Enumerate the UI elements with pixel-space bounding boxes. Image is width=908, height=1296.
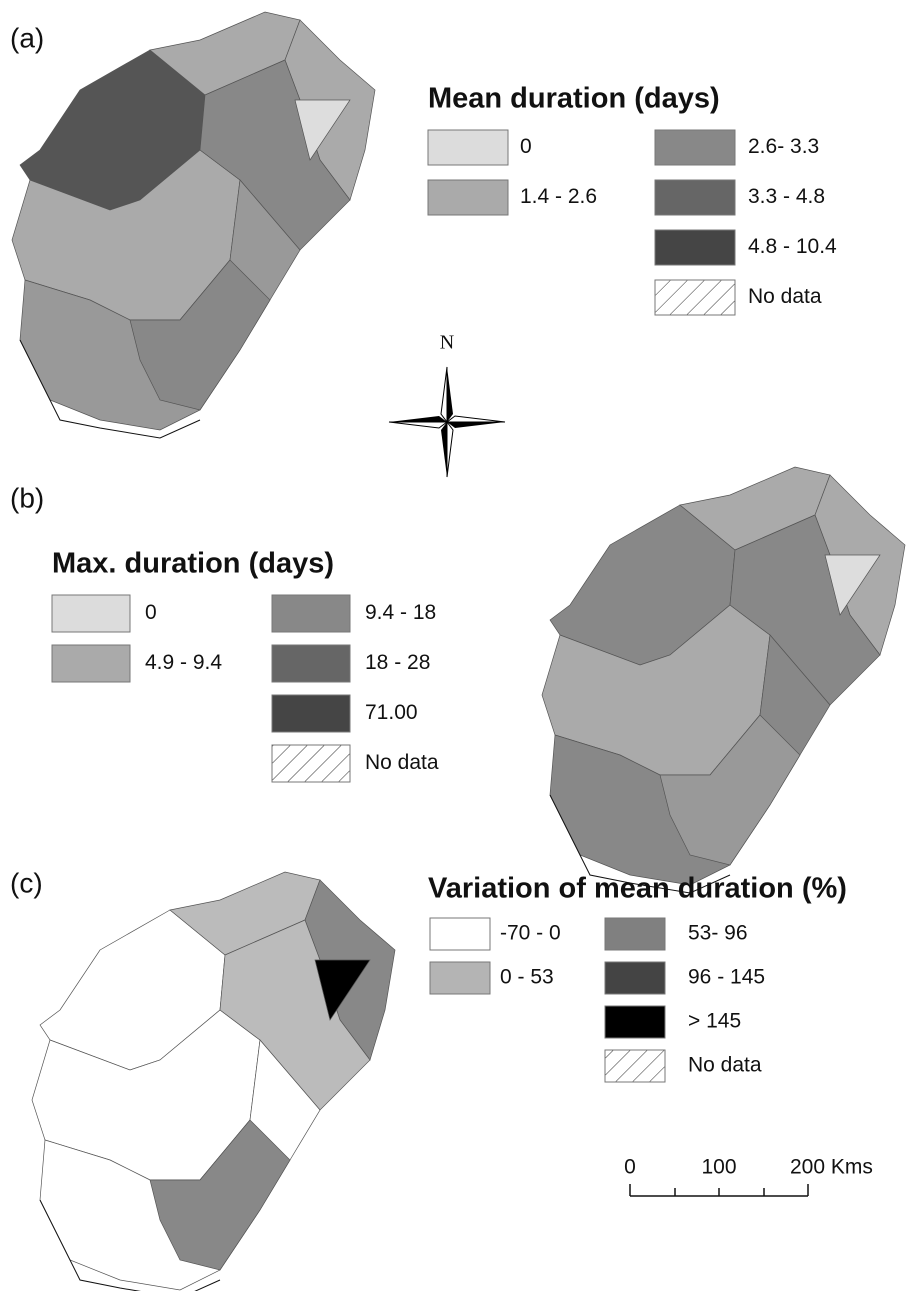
- scale-label: 0: [624, 1156, 636, 1179]
- legend-label: 0: [145, 601, 157, 624]
- map-region: [129, 259, 271, 411]
- legend-swatch: [429, 917, 491, 951]
- map-region: [149, 1119, 291, 1271]
- legend-swatch: [604, 1049, 666, 1083]
- map-region: [659, 714, 801, 866]
- legend-swatch: [51, 594, 131, 633]
- north-label: N: [440, 332, 454, 354]
- scale-label: 100: [701, 1156, 736, 1179]
- panel-label: (b): [10, 482, 44, 513]
- map: [31, 871, 396, 1296]
- scale-bar: [629, 1184, 809, 1197]
- legend-swatch: [429, 961, 491, 995]
- legend-swatch: [654, 279, 736, 316]
- panel-label: (c): [10, 867, 43, 898]
- legend-swatch: [271, 694, 351, 733]
- legend-label: No data: [688, 1054, 762, 1077]
- map-region: [314, 959, 371, 1021]
- map: [11, 11, 376, 439]
- legend-swatch: [604, 961, 666, 995]
- legend-label: 18 - 28: [365, 651, 430, 674]
- map-region: [294, 99, 351, 161]
- legend-swatch: [654, 179, 736, 216]
- legend-label: 4.9 - 9.4: [145, 651, 222, 674]
- scale-label: 200 Kms: [790, 1156, 873, 1179]
- legend-label: -70 - 0: [500, 922, 561, 945]
- legend-label: 0 - 53: [500, 966, 554, 989]
- legend-title: Mean duration (days): [428, 83, 720, 115]
- legend-swatch: [654, 129, 736, 166]
- legend-title: Max. duration (days): [52, 548, 334, 580]
- map: [541, 466, 906, 894]
- legend-label: 53- 96: [688, 922, 748, 945]
- legend-swatch: [427, 179, 509, 216]
- legend-swatch: [271, 594, 351, 633]
- legend-label: 4.8 - 10.4: [748, 235, 837, 258]
- map-region: [824, 554, 881, 616]
- legend-label: 71.00: [365, 701, 418, 724]
- legend-label: 9.4 - 18: [365, 601, 436, 624]
- legend-label: 96 - 145: [688, 966, 765, 989]
- panel-label: (a): [10, 22, 44, 53]
- legend-label: 0: [520, 135, 532, 158]
- legend-swatch: [51, 644, 131, 683]
- legend-label: > 145: [688, 1010, 741, 1033]
- legend-title: Variation of mean duration (%): [428, 873, 847, 905]
- legend-label: No data: [748, 285, 822, 308]
- legend-swatch: [604, 1005, 666, 1039]
- legend-label: 1.4 - 2.6: [520, 185, 597, 208]
- legend-label: No data: [365, 751, 439, 774]
- legend-swatch: [604, 917, 666, 951]
- legend-swatch: [427, 129, 509, 166]
- no-data-edge: [19, 339, 201, 439]
- legend-label: 2.6- 3.3: [748, 135, 819, 158]
- legend-swatch: [271, 744, 351, 783]
- legend-swatch: [271, 644, 351, 683]
- no-data-edge: [549, 794, 731, 894]
- legend-label: 3.3 - 4.8: [748, 185, 825, 208]
- north-arrow: N: [388, 332, 506, 478]
- legend-swatch: [654, 229, 736, 266]
